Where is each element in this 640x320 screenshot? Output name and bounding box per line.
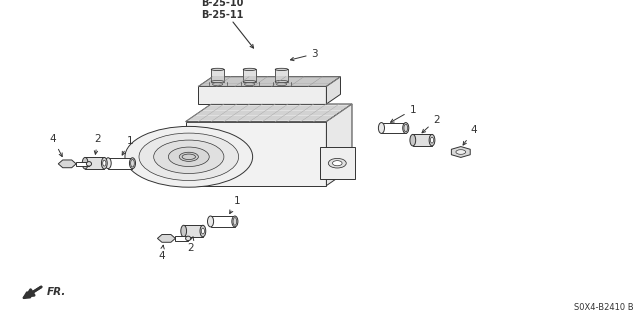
Polygon shape [326,77,340,104]
Ellipse shape [429,134,435,146]
Ellipse shape [232,216,238,227]
Ellipse shape [275,68,288,70]
Ellipse shape [83,157,88,169]
Bar [243,69,256,82]
Ellipse shape [403,123,409,133]
Bar [275,69,288,82]
Ellipse shape [103,160,106,166]
Text: 1: 1 [390,105,416,122]
Ellipse shape [276,83,287,86]
Polygon shape [58,160,76,168]
Bar [175,236,188,241]
Ellipse shape [456,150,466,154]
Ellipse shape [333,161,342,166]
Ellipse shape [243,68,256,70]
Text: 3: 3 [291,49,318,61]
Ellipse shape [275,80,288,83]
Text: 1: 1 [230,196,240,213]
Text: S0X4-B2410 B: S0X4-B2410 B [574,303,634,312]
Ellipse shape [182,154,195,160]
Ellipse shape [207,216,214,227]
Text: 2: 2 [422,115,440,133]
Ellipse shape [101,157,107,169]
Ellipse shape [202,228,204,234]
Text: 4: 4 [463,125,477,145]
Text: B-25-10
B-25-11: B-25-10 B-25-11 [202,0,253,48]
Text: 1: 1 [122,136,133,155]
Polygon shape [326,104,352,186]
Bar [198,86,326,104]
Ellipse shape [186,236,191,241]
Ellipse shape [129,158,136,169]
Ellipse shape [139,133,239,180]
Text: 4: 4 [50,134,62,156]
Bar [320,147,355,179]
Bar [186,122,326,186]
Ellipse shape [244,83,255,86]
Ellipse shape [212,83,223,86]
Bar [211,69,224,82]
Ellipse shape [154,140,224,173]
Ellipse shape [328,158,346,168]
Ellipse shape [200,225,206,237]
Polygon shape [451,147,470,157]
Bar [108,158,132,169]
Polygon shape [198,77,340,86]
Bar [76,162,89,166]
Ellipse shape [211,68,224,70]
Polygon shape [186,104,352,122]
Ellipse shape [180,225,187,237]
Bar [186,122,284,186]
Text: 4: 4 [158,245,164,261]
Ellipse shape [168,147,209,166]
Ellipse shape [179,152,198,161]
Ellipse shape [410,134,416,146]
Bar [381,123,406,133]
Ellipse shape [125,126,253,187]
Bar [85,157,104,169]
Polygon shape [157,235,175,242]
Text: 2: 2 [94,134,101,154]
Ellipse shape [211,80,224,83]
Text: 2: 2 [187,237,194,253]
Ellipse shape [105,158,111,169]
Ellipse shape [431,137,433,143]
Ellipse shape [243,80,256,83]
Bar [413,134,432,146]
Ellipse shape [378,123,385,133]
Bar [184,225,203,237]
Ellipse shape [86,162,92,166]
Bar [211,216,235,227]
Text: FR.: FR. [47,287,66,297]
